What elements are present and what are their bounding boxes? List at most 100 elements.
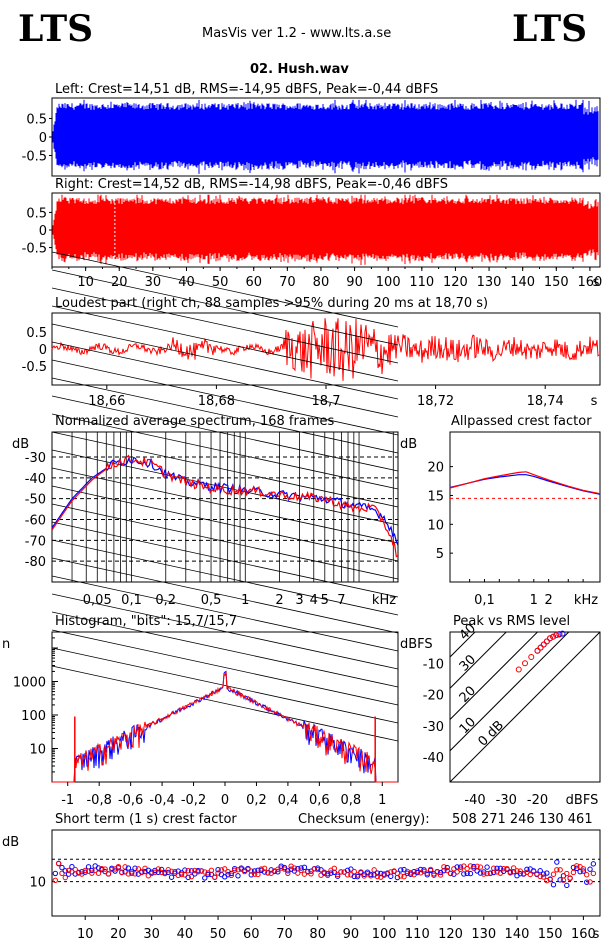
peak-vs-rms-xtick: -40 bbox=[464, 793, 485, 808]
short-term-crest-point-left bbox=[301, 864, 308, 871]
short-term-crest-point-right bbox=[65, 867, 72, 874]
short-term-crest-point-left bbox=[278, 863, 284, 869]
histogram-xtick: 0,4 bbox=[278, 793, 299, 808]
short-term-crest-point-left bbox=[59, 864, 65, 871]
short-term-crest-point-right bbox=[122, 864, 128, 870]
short-term-crest-xtick: 160 bbox=[571, 927, 596, 942]
right-waveform-xtick: 110 bbox=[409, 275, 434, 290]
right-waveform-xtick: 70 bbox=[279, 275, 296, 290]
short-term-crest-point-right bbox=[265, 870, 271, 876]
peak-vs-rms-diagonal bbox=[450, 632, 600, 782]
loudest-part-ytick: -0.5 bbox=[22, 360, 47, 375]
app-title: MasVis ver 1.2 - www.lts.a.se bbox=[202, 26, 392, 41]
histogram-ylabel: n bbox=[2, 637, 10, 652]
avg-spectrum-diagonal bbox=[51, 485, 399, 562]
avg-spectrum-ytick: -50 bbox=[25, 493, 46, 508]
short-term-crest-point-right bbox=[464, 865, 470, 872]
right-waveform-ytick: 0.5 bbox=[26, 206, 47, 221]
short-term-crest-point-right bbox=[457, 866, 464, 872]
avg-spectrum-diagonal bbox=[51, 521, 399, 598]
short-term-crest-point-left bbox=[158, 866, 165, 873]
short-term-crest-xunit: s bbox=[593, 927, 600, 942]
peak-vs-rms-point-right bbox=[547, 635, 553, 642]
short-term-crest-point-right bbox=[132, 871, 138, 877]
short-term-crest-point-right bbox=[291, 865, 298, 871]
short-term-crest-point-left bbox=[550, 882, 557, 888]
short-term-crest-point-left bbox=[228, 870, 235, 877]
peak-vs-rms-diagonal bbox=[450, 632, 570, 752]
short-term-crest-point-left bbox=[85, 864, 92, 870]
short-term-crest-point-right bbox=[454, 869, 460, 875]
avg-spectrum-series-right bbox=[52, 454, 398, 558]
short-term-crest-point-left bbox=[477, 870, 484, 876]
allpassed-crest-ylabel: dB bbox=[400, 437, 417, 452]
avg-spectrum-xtick: 0,5 bbox=[201, 593, 222, 608]
histogram-xtick: 0,8 bbox=[340, 793, 361, 808]
short-term-crest-point-right bbox=[431, 872, 437, 878]
short-term-crest-point-left bbox=[524, 866, 530, 873]
short-term-crest-point-left bbox=[540, 871, 547, 877]
short-term-crest-point-left bbox=[318, 867, 324, 873]
short-term-crest-point-right bbox=[158, 869, 165, 876]
short-term-crest-point-right bbox=[148, 870, 155, 877]
short-term-crest-point-right bbox=[564, 870, 570, 877]
right-waveform-xtick: 90 bbox=[346, 275, 363, 290]
short-term-crest-point-right bbox=[401, 873, 407, 880]
short-term-crest-point-right bbox=[59, 870, 65, 877]
short-term-crest-xtick: 110 bbox=[405, 927, 430, 942]
histogram-ytick: 100 bbox=[21, 709, 46, 724]
crest-title: Short term (1 s) crest factor bbox=[55, 812, 237, 827]
short-term-crest-point-right bbox=[510, 865, 517, 871]
short-term-crest-point-right bbox=[138, 869, 145, 876]
peak-vs-rms-diag-label: 40 bbox=[457, 621, 479, 643]
avg-spectrum-diagonal bbox=[51, 377, 399, 454]
short-term-crest-point-right bbox=[477, 864, 484, 870]
avg-spectrum-xtick: 0,2 bbox=[155, 593, 176, 608]
short-term-crest-point-left bbox=[584, 879, 590, 885]
short-term-crest-point-right bbox=[547, 876, 553, 883]
short-term-crest-point-left bbox=[142, 868, 148, 875]
peak-vs-rms-ytick: -10 bbox=[423, 657, 444, 672]
short-term-crest-point-right bbox=[461, 863, 467, 869]
short-term-crest-point-left bbox=[374, 870, 381, 876]
peak-vs-rms-diag-label: 10 bbox=[457, 715, 479, 737]
short-term-crest-point-right bbox=[218, 867, 225, 873]
short-term-crest-point-right bbox=[152, 869, 158, 876]
short-term-crest-point-right bbox=[129, 870, 135, 877]
short-term-crest-point-right bbox=[437, 872, 444, 878]
short-term-crest-point-right bbox=[212, 874, 218, 881]
peak-vs-rms-ytick: -30 bbox=[423, 720, 444, 735]
avg-spectrum-diagonal bbox=[51, 359, 399, 436]
avg-spectrum-xtick: 0,1 bbox=[121, 593, 142, 608]
short-term-crest-point-right bbox=[424, 870, 430, 876]
short-term-crest-point-right bbox=[550, 871, 557, 877]
short-term-crest-point-left bbox=[69, 864, 75, 870]
avg-spectrum-diagonal bbox=[51, 431, 399, 508]
avg-spectrum-series-left bbox=[52, 456, 398, 546]
avg-spectrum-ytick: -30 bbox=[25, 451, 46, 466]
loudest-part-xtick: 18,66 bbox=[88, 394, 125, 409]
short-term-crest-point-right bbox=[537, 873, 543, 880]
avg-spectrum-diagonal bbox=[51, 503, 399, 580]
histogram-xtick: -0,8 bbox=[86, 793, 111, 808]
short-term-crest-point-right bbox=[308, 871, 314, 877]
short-term-crest-point-right bbox=[195, 869, 201, 875]
allpassed-crest-frame bbox=[449, 431, 601, 583]
short-term-crest-point-left bbox=[235, 873, 241, 879]
short-term-crest-point-left bbox=[185, 874, 191, 881]
avg-spectrum-diagonal bbox=[51, 575, 399, 652]
avg-spectrum-xtick: 5 bbox=[321, 593, 329, 608]
short-term-crest-point-right bbox=[105, 871, 112, 877]
peak-vs-rms-xtick: -30 bbox=[496, 793, 517, 808]
right-waveform-ytick: -0.5 bbox=[22, 242, 47, 257]
loudest-part-xunit: s bbox=[591, 394, 598, 409]
short-term-crest-point-right bbox=[584, 872, 590, 878]
short-term-crest-point-right bbox=[398, 873, 404, 879]
short-term-crest-point-right bbox=[182, 872, 188, 878]
short-term-crest-point-right bbox=[334, 871, 341, 878]
short-term-crest-point-right bbox=[52, 877, 59, 883]
short-term-crest-point-left bbox=[328, 870, 334, 876]
short-term-crest-point-left bbox=[441, 867, 447, 874]
short-term-crest-point-right bbox=[185, 868, 191, 874]
short-term-crest-point-left bbox=[82, 869, 88, 875]
